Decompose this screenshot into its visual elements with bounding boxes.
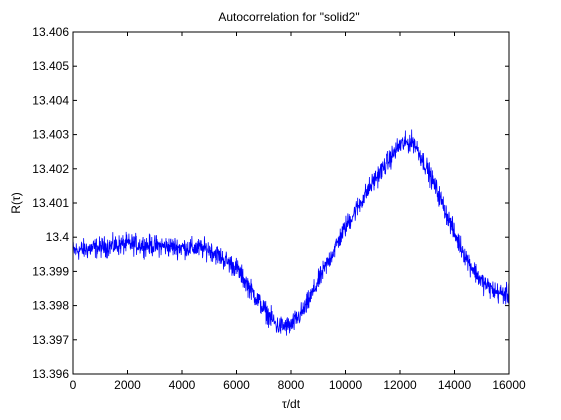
- y-axis-label: R(τ): [9, 192, 23, 213]
- x-tick-label: 16000: [492, 378, 526, 392]
- y-tick-label: 13.399: [32, 264, 69, 278]
- y-tick-label: 13.397: [32, 333, 69, 347]
- x-tick-label: 0: [70, 378, 77, 392]
- y-axis-ticks: 13.396 13.397 13.398 13.399 13.4 13.401 13.402…: [32, 25, 509, 381]
- x-tick-label: 6000: [223, 378, 250, 392]
- y-tick-label: 13.403: [32, 128, 69, 142]
- y-tick-label: 13.402: [32, 162, 69, 176]
- x-tick-label: 4000: [169, 378, 196, 392]
- series-group: [72, 129, 510, 336]
- y-tick-label: 13.405: [32, 59, 69, 73]
- chart-title: Autocorrelation for "solid2": [218, 10, 359, 24]
- series-line: [72, 129, 510, 336]
- x-tick-label: 2000: [114, 378, 141, 392]
- x-tick-label: 12000: [383, 378, 417, 392]
- y-tick-label: 13.406: [32, 25, 69, 39]
- y-tick-label: 13.396: [32, 367, 69, 381]
- x-axis-ticks: 0 2000 4000 6000 8000 10000 12000 14000 16000: [70, 32, 526, 392]
- y-tick-label: 13.4: [46, 230, 70, 244]
- y-tick-label: 13.398: [32, 299, 69, 313]
- x-axis-label: τ/dt: [282, 397, 301, 411]
- x-tick-label: 8000: [278, 378, 305, 392]
- x-tick-label: 14000: [438, 378, 472, 392]
- x-tick-label: 10000: [329, 378, 363, 392]
- y-tick-label: 13.401: [32, 196, 69, 210]
- y-tick-label: 13.404: [32, 93, 69, 107]
- plot-area: [73, 32, 509, 374]
